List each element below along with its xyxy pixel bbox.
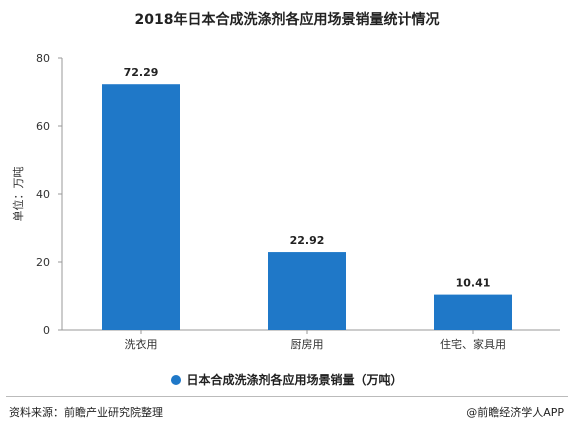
legend-label: 日本合成洗涤剂各应用场景销量（万吨） bbox=[186, 373, 403, 387]
y-tick-label: 80 bbox=[36, 52, 50, 65]
data-label: 10.41 bbox=[456, 277, 491, 290]
y-tick-label: 0 bbox=[43, 324, 50, 337]
chart-title: 2018年日本合成洗涤剂各应用场景销量统计情况 bbox=[134, 12, 440, 28]
y-tick-label: 20 bbox=[36, 256, 50, 269]
source-note: 资料来源：前瞻产业研究院整理 bbox=[9, 406, 163, 419]
x-tick-label: 洗衣用 bbox=[125, 337, 158, 351]
x-tick-label: 厨房用 bbox=[291, 338, 324, 351]
bar bbox=[268, 252, 346, 330]
x-tick-label: 住宅、家具用 bbox=[440, 337, 506, 351]
chart-legend: 日本合成洗涤剂各应用场景销量（万吨） bbox=[0, 371, 574, 388]
y-tick-label: 40 bbox=[36, 188, 50, 201]
footer-divider bbox=[6, 396, 568, 397]
credit-note: @前瞻经济学人APP bbox=[466, 406, 564, 419]
data-label: 22.92 bbox=[290, 234, 325, 247]
y-tick-label: 60 bbox=[36, 120, 50, 133]
data-label: 72.29 bbox=[124, 66, 159, 79]
legend-marker bbox=[171, 375, 182, 385]
bar bbox=[102, 84, 180, 331]
y-axis-label: 单位：万吨 bbox=[11, 167, 25, 222]
bar bbox=[434, 294, 512, 330]
